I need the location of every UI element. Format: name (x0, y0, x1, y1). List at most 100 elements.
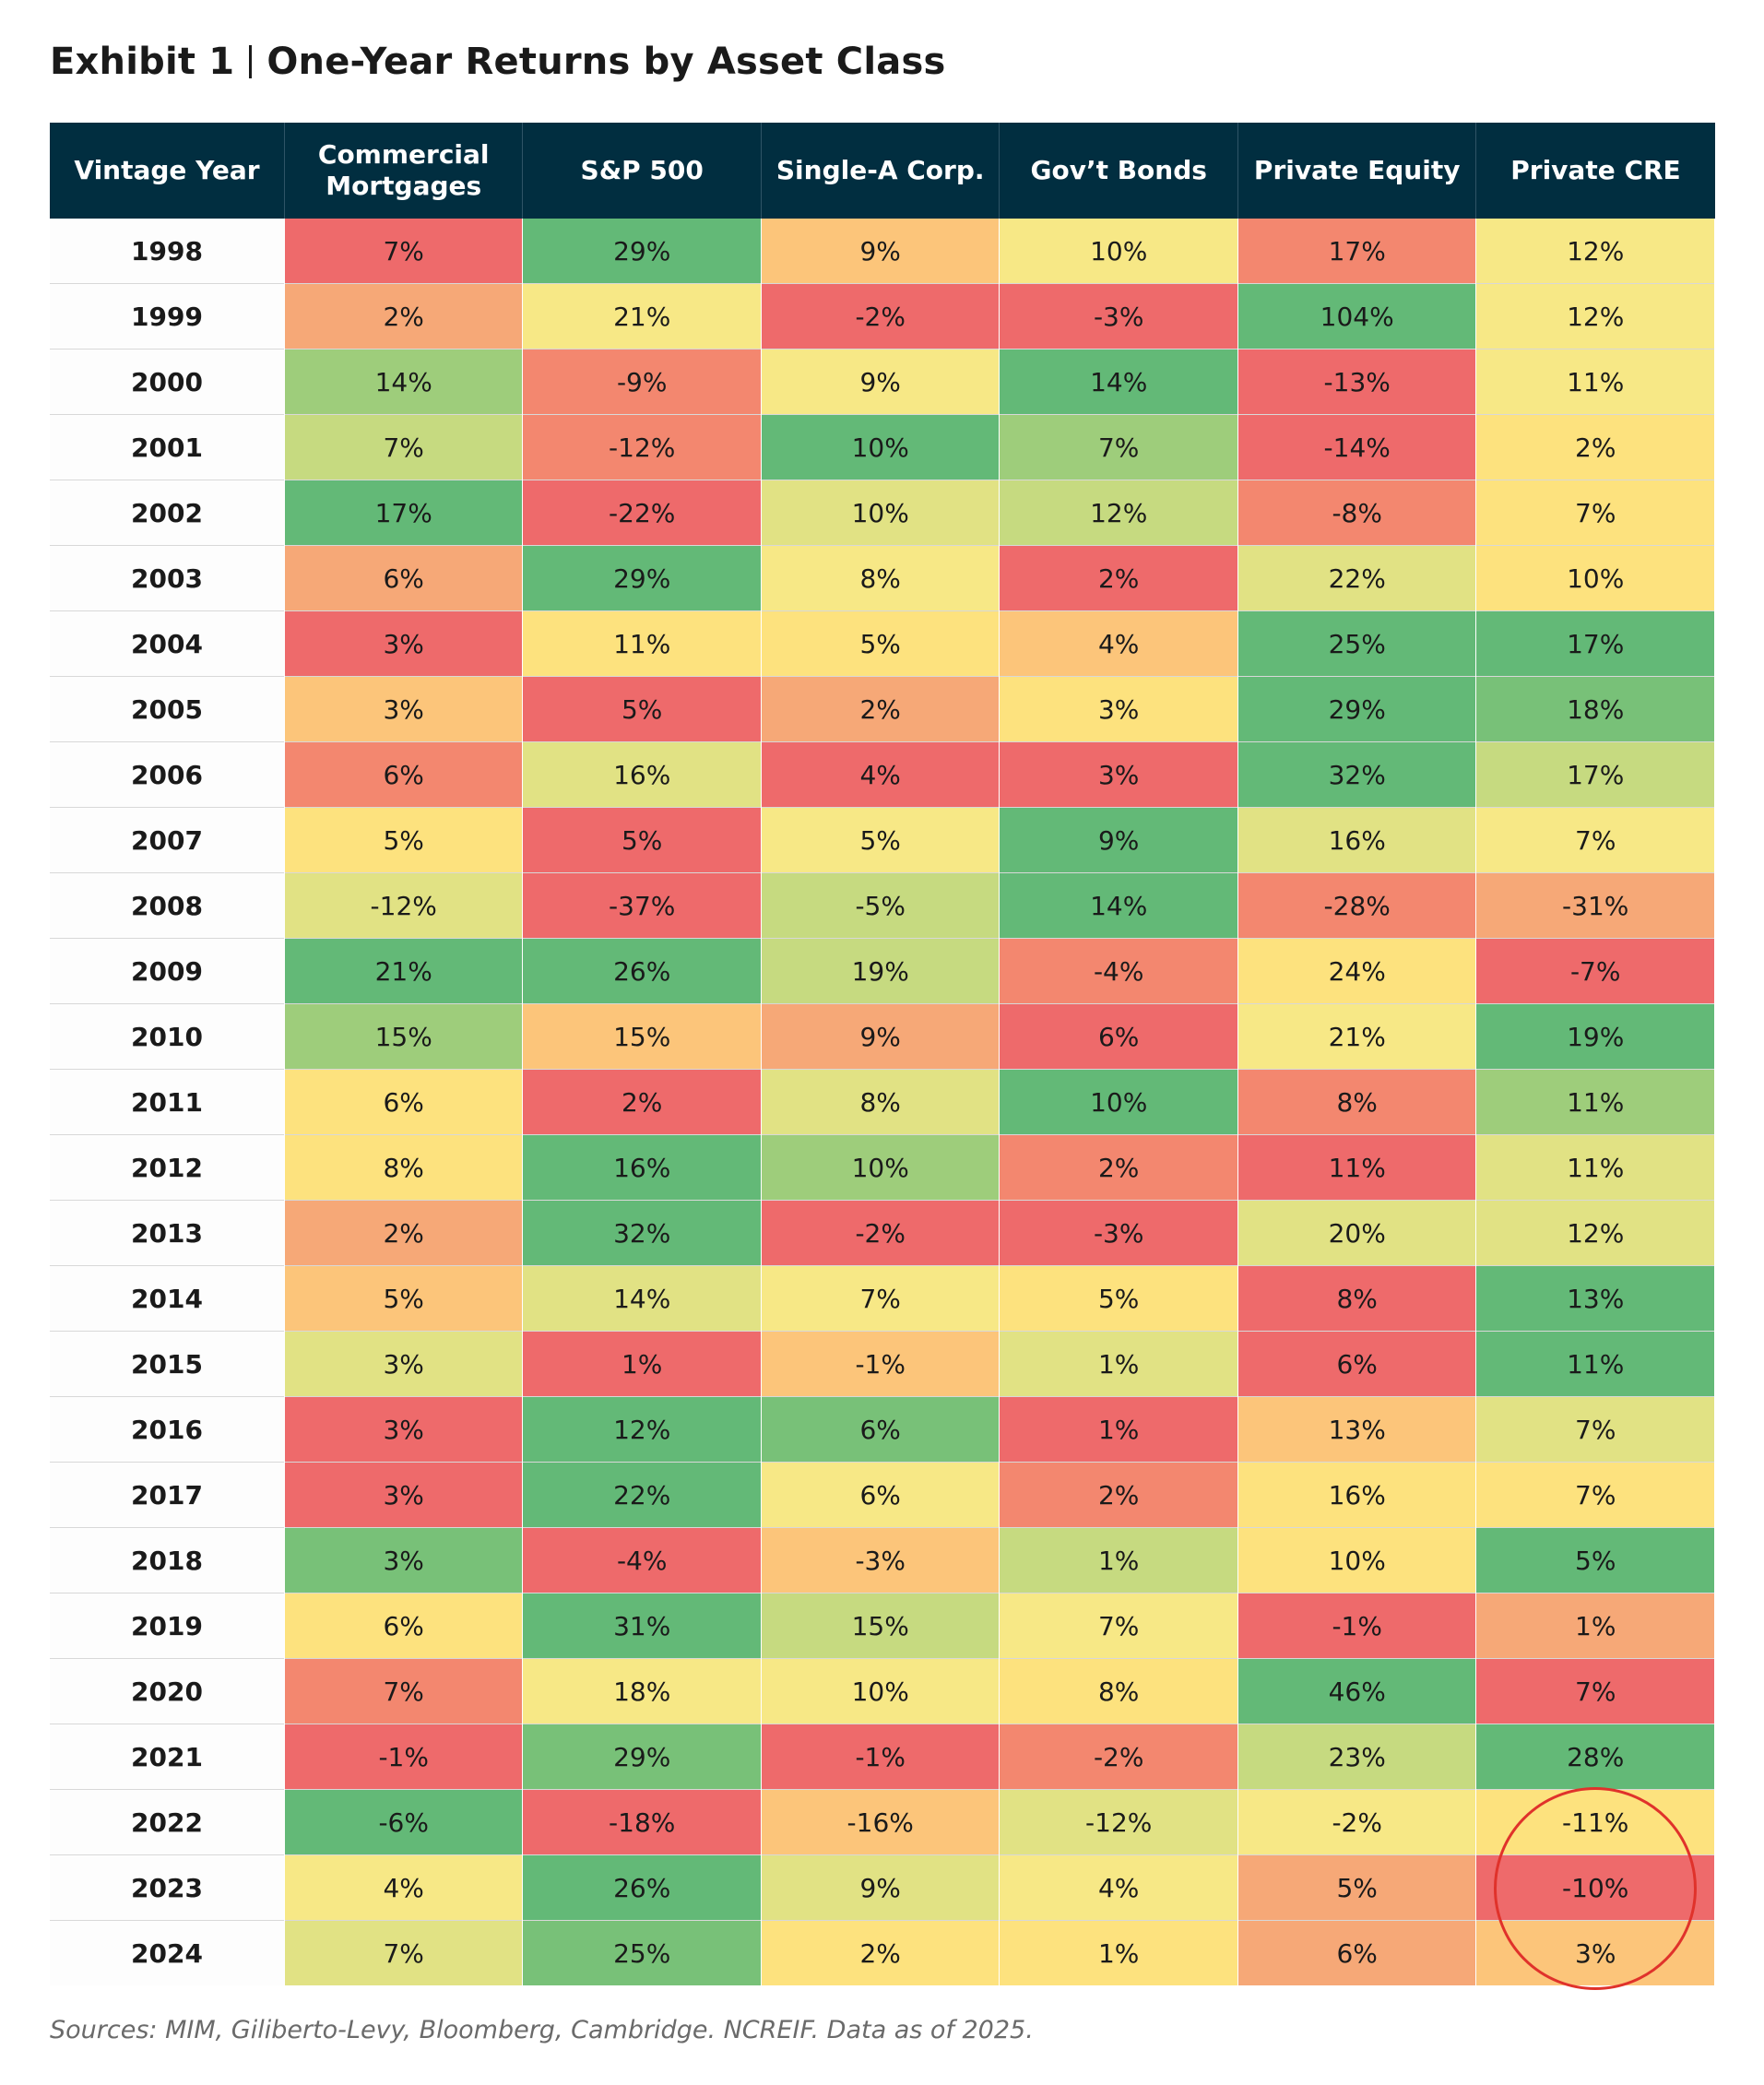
value-cell-govt-bonds: 9% (999, 807, 1238, 873)
table-body: 1998 7% 29% 9% 10% 17% 12% 1999 2% 21% -2% -3% 104% 1… (50, 219, 1715, 1985)
value-cell-commercial-mortgages: -12% (284, 872, 524, 939)
year-cell: 2002 (50, 480, 285, 546)
value-cell-sp500: 12% (522, 1396, 762, 1463)
year-cell: 2001 (50, 414, 285, 480)
value-cell-private-cre: 2% (1475, 414, 1715, 480)
value-cell-private-cre: 17% (1475, 741, 1715, 808)
value-cell-private-equity: 25% (1237, 610, 1477, 677)
value-cell-private-cre: 11% (1475, 1069, 1715, 1135)
table-row: 1998 7% 29% 9% 10% 17% 12% (50, 219, 1715, 284)
table-row: 2007 5% 5% 5% 9% 16% 7% (50, 807, 1715, 873)
value-cell-govt-bonds: 7% (999, 1593, 1238, 1659)
year-cell: 2007 (50, 807, 285, 873)
value-cell-single-a-corp: -1% (761, 1724, 1000, 1790)
value-cell-private-equity: -14% (1237, 414, 1477, 480)
value-cell-single-a-corp: 5% (761, 610, 1000, 677)
value-cell-private-cre: 11% (1475, 349, 1715, 415)
year-cell: 1998 (50, 219, 285, 284)
table-row: 2015 3% 1% -1% 1% 6% 11% (50, 1331, 1715, 1397)
year-cell: 2024 (50, 1920, 285, 1985)
value-cell-private-cre: 19% (1475, 1003, 1715, 1070)
value-cell-private-cre: 7% (1475, 1462, 1715, 1528)
table-row: 1999 2% 21% -2% -3% 104% 12% (50, 283, 1715, 349)
value-cell-sp500: 32% (522, 1200, 762, 1266)
year-cell: 2013 (50, 1200, 285, 1266)
value-cell-single-a-corp: 10% (761, 1658, 1000, 1724)
value-cell-commercial-mortgages: 17% (284, 480, 524, 546)
value-cell-private-equity: 10% (1237, 1527, 1477, 1593)
value-cell-commercial-mortgages: 8% (284, 1134, 524, 1201)
value-cell-private-equity: 6% (1237, 1331, 1477, 1397)
value-cell-private-cre: 12% (1475, 1200, 1715, 1266)
value-cell-single-a-corp: 4% (761, 741, 1000, 808)
value-cell-single-a-corp: 6% (761, 1396, 1000, 1463)
value-cell-govt-bonds: 10% (999, 1069, 1238, 1135)
value-cell-commercial-mortgages: 14% (284, 349, 524, 415)
value-cell-commercial-mortgages: 3% (284, 1462, 524, 1528)
value-cell-govt-bonds: -3% (999, 1200, 1238, 1266)
value-cell-single-a-corp: 19% (761, 938, 1000, 1004)
value-cell-govt-bonds: 1% (999, 1920, 1238, 1985)
value-cell-commercial-mortgages: 3% (284, 1331, 524, 1397)
table-row: 2019 6% 31% 15% 7% -1% 1% (50, 1593, 1715, 1659)
value-cell-private-cre: 11% (1475, 1331, 1715, 1397)
value-cell-sp500: 29% (522, 1724, 762, 1790)
value-cell-govt-bonds: 4% (999, 1854, 1238, 1921)
value-cell-sp500: 26% (522, 938, 762, 1004)
value-cell-sp500: 21% (522, 283, 762, 349)
value-cell-govt-bonds: -12% (999, 1789, 1238, 1855)
value-cell-private-cre: -31% (1475, 872, 1715, 939)
value-cell-govt-bonds: 2% (999, 1134, 1238, 1201)
year-cell: 2015 (50, 1331, 285, 1397)
value-cell-commercial-mortgages: 2% (284, 283, 524, 349)
value-cell-private-cre: 7% (1475, 1658, 1715, 1724)
header-commercial-mortgages-label: Commercial Mortgages (317, 139, 490, 201)
value-cell-sp500: -12% (522, 414, 762, 480)
value-cell-private-equity: 23% (1237, 1724, 1477, 1790)
year-cell: 2021 (50, 1724, 285, 1790)
table-row: 2001 7% -12% 10% 7% -14% 2% (50, 414, 1715, 480)
table-row: 2006 6% 16% 4% 3% 32% 17% (50, 741, 1715, 808)
table-row: 2024 7% 25% 2% 1% 6% 3% (50, 1920, 1715, 1985)
chart-title: Exhibit 1 One-Year Returns by Asset Class (50, 41, 945, 83)
value-cell-private-cre: -7% (1475, 938, 1715, 1004)
value-cell-private-cre: 7% (1475, 1396, 1715, 1463)
value-cell-private-equity: 6% (1237, 1920, 1477, 1985)
value-cell-single-a-corp: 8% (761, 1069, 1000, 1135)
value-cell-private-equity: -8% (1237, 480, 1477, 546)
value-cell-single-a-corp: -2% (761, 1200, 1000, 1266)
table-row: 2021 -1% 29% -1% -2% 23% 28% (50, 1724, 1715, 1790)
value-cell-sp500: 2% (522, 1069, 762, 1135)
value-cell-sp500: 29% (522, 219, 762, 284)
value-cell-govt-bonds: 14% (999, 872, 1238, 939)
value-cell-commercial-mortgages: 3% (284, 676, 524, 742)
value-cell-private-cre: 17% (1475, 610, 1715, 677)
value-cell-single-a-corp: 2% (761, 676, 1000, 742)
value-cell-private-cre: 7% (1475, 480, 1715, 546)
value-cell-single-a-corp: 8% (761, 545, 1000, 611)
value-cell-single-a-corp: 2% (761, 1920, 1000, 1985)
value-cell-private-equity: 29% (1237, 676, 1477, 742)
value-cell-single-a-corp: -2% (761, 283, 1000, 349)
header-private-cre: Private CRE (1475, 123, 1715, 219)
value-cell-commercial-mortgages: 6% (284, 1069, 524, 1135)
value-cell-sp500: -37% (522, 872, 762, 939)
value-cell-commercial-mortgages: 6% (284, 741, 524, 808)
value-cell-sp500: 26% (522, 1854, 762, 1921)
value-cell-private-equity: 20% (1237, 1200, 1477, 1266)
year-cell: 2009 (50, 938, 285, 1004)
value-cell-private-equity: 21% (1237, 1003, 1477, 1070)
value-cell-commercial-mortgages: 6% (284, 1593, 524, 1659)
value-cell-sp500: 31% (522, 1593, 762, 1659)
value-cell-sp500: 1% (522, 1331, 762, 1397)
value-cell-govt-bonds: 3% (999, 676, 1238, 742)
value-cell-private-equity: 5% (1237, 1854, 1477, 1921)
year-cell: 2000 (50, 349, 285, 415)
value-cell-govt-bonds: 1% (999, 1527, 1238, 1593)
year-cell: 1999 (50, 283, 285, 349)
value-cell-sp500: -22% (522, 480, 762, 546)
value-cell-commercial-mortgages: 6% (284, 545, 524, 611)
value-cell-private-equity: 11% (1237, 1134, 1477, 1201)
value-cell-private-equity: -2% (1237, 1789, 1477, 1855)
table-row: 2009 21% 26% 19% -4% 24% -7% (50, 938, 1715, 1004)
